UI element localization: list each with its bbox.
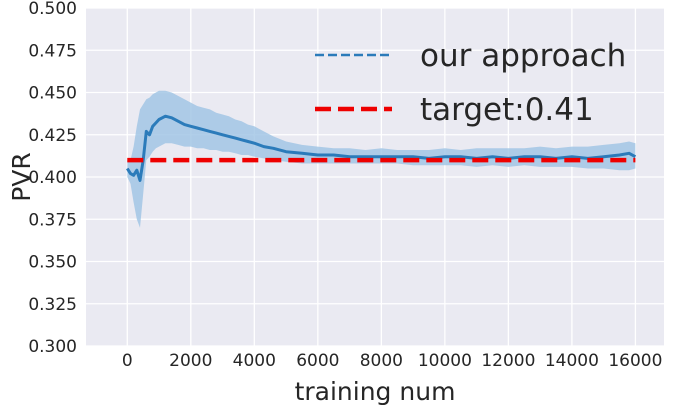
x-tick-label: 16000: [608, 351, 662, 371]
y-tick-label: 0.425: [28, 126, 77, 146]
y-tick-label: 0.300: [28, 337, 77, 357]
y-tick-label: 0.500: [28, 0, 77, 19]
y-axis-title: PVR: [7, 152, 36, 202]
legend: our approach target:0.41: [315, 38, 626, 128]
legend-label-our-approach: our approach: [420, 38, 626, 74]
x-tick-label: 0: [122, 351, 133, 371]
y-tick-label: 0.350: [28, 253, 77, 273]
x-tick-label: 2000: [169, 351, 212, 371]
x-tick-label: 8000: [360, 351, 403, 371]
y-tick-label: 0.450: [28, 84, 77, 104]
y-tick-label: 0.400: [28, 168, 77, 188]
y-tick-label: 0.375: [28, 210, 77, 230]
legend-label-target: target:0.41: [420, 92, 594, 128]
x-tick-label: 14000: [545, 351, 599, 371]
x-tick-labels: 0 2000 4000 6000 8000 10000 12000 14000 16000: [122, 351, 663, 371]
x-axis-title: training num: [295, 377, 456, 406]
grid-lines: [86, 7, 664, 347]
x-tick-label: 4000: [233, 351, 276, 371]
x-tick-label: 12000: [481, 351, 535, 371]
series-line-our-approach: [126, 114, 637, 182]
y-tick-label: 0.475: [28, 41, 77, 61]
y-tick-labels: 0.300 0.325 0.350 0.375 0.400 0.425 0.450 0.475…: [28, 0, 77, 357]
x-tick-label: 6000: [296, 351, 339, 371]
series-layer: [126, 90, 637, 228]
y-tick-label: 0.325: [28, 295, 77, 315]
x-tick-label: 10000: [418, 351, 472, 371]
